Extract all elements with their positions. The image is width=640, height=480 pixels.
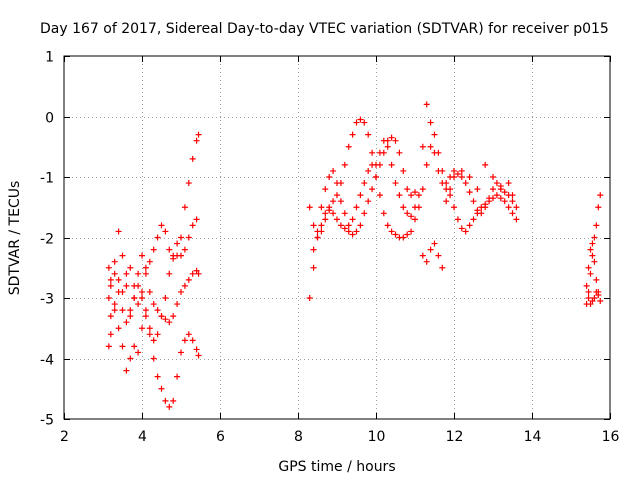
chart-title: Day 167 of 2017, Sidereal Day-to-day VTE…: [40, 21, 609, 37]
chart-background: [0, 0, 640, 480]
x-tick-label: 16: [602, 429, 620, 445]
y-tick-label: 1: [45, 50, 54, 66]
x-tick-label: 6: [216, 429, 225, 445]
x-tick-label: 8: [294, 429, 303, 445]
y-tick-label: -1: [40, 171, 54, 187]
sdtvar-chart: Day 167 of 2017, Sidereal Day-to-day VTE…: [0, 0, 640, 480]
x-tick-label: 4: [138, 429, 147, 445]
x-axis-label: GPS time / hours: [278, 459, 395, 475]
y-tick-label: 0: [45, 111, 54, 127]
y-tick-label: -4: [40, 353, 54, 369]
y-tick-label: -5: [40, 413, 54, 429]
x-tick-label: 12: [446, 429, 464, 445]
y-tick-label: -2: [40, 232, 54, 248]
x-tick-label: 10: [368, 429, 386, 445]
y-axis-label: SDTVAR / TECUs: [7, 181, 23, 296]
y-tick-label: -3: [40, 292, 54, 308]
x-tick-label: 14: [524, 429, 542, 445]
x-tick-label: 2: [60, 429, 69, 445]
